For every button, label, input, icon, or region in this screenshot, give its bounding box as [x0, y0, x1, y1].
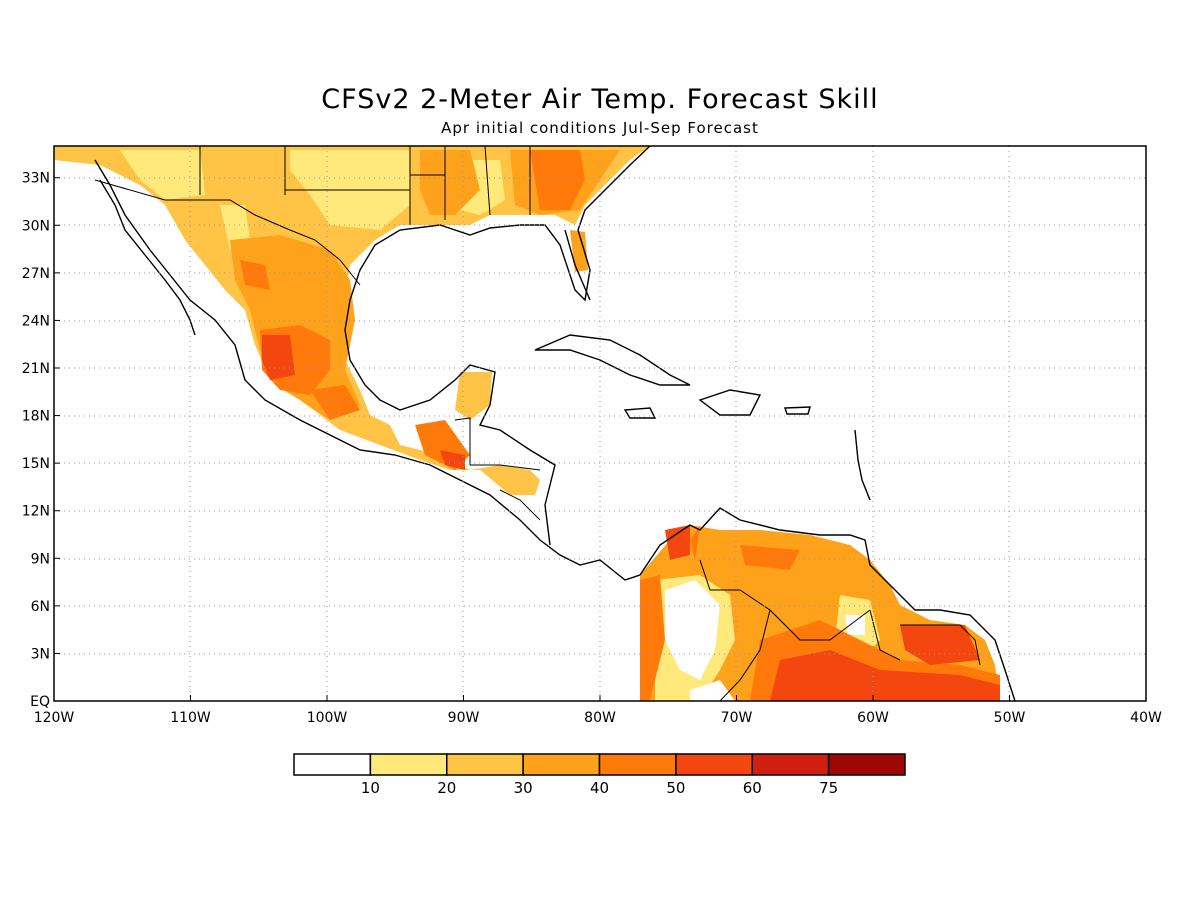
colorbar-swatch — [675, 753, 753, 776]
colorbar-label: 30 — [514, 779, 533, 797]
border-south-america — [699, 559, 981, 701]
y-tick-label: 3N — [31, 646, 50, 662]
colorbar-swatch — [751, 753, 830, 776]
y-tick-label: 15N — [22, 456, 50, 472]
coastline-puerto-rico — [784, 406, 811, 415]
colorbar-swatch — [598, 753, 677, 776]
map-subtitle: Apr initial conditions Jul-Sep Forecast — [441, 119, 759, 137]
coastlines — [94, 146, 1016, 701]
coastline-florida-keys — [564, 229, 591, 301]
y-tick-label: 18N — [22, 409, 50, 425]
skill-region-florida — [570, 230, 588, 272]
gridlines — [54, 146, 1146, 701]
y-tick-label: 30N — [22, 218, 50, 234]
x-tick-label: 40W — [1130, 710, 1162, 726]
y-axis-labels: EQ 3N 6N 9N 12N 15N 18N 21N 24N 27N 30N 33N — [22, 171, 50, 710]
skill-region-us-light — [120, 150, 505, 250]
x-tick-label: 60W — [857, 710, 889, 726]
x-tick-label: 100W — [307, 710, 348, 726]
colorbar-label: 60 — [743, 779, 762, 797]
y-tick-label: 6N — [31, 599, 50, 615]
coastline-baja — [99, 179, 196, 336]
skill-region-south-america — [640, 525, 1000, 701]
colorbar-swatch — [827, 753, 906, 776]
x-tick-label: 120W — [34, 710, 75, 726]
x-axis-labels: 120W 110W 100W 90W 80W 70W 60W 50W 40W — [34, 710, 1162, 726]
coastline-gulf — [344, 146, 651, 546]
y-tick-label: 9N — [31, 551, 50, 567]
tick-marks — [53, 177, 1147, 702]
y-tick-label: 24N — [22, 313, 50, 329]
borders — [94, 146, 981, 701]
coastline-lesser-antilles — [854, 429, 871, 501]
skill-region-yucatan — [455, 372, 492, 420]
skill-region-mx-darkred — [262, 335, 465, 470]
coastline-hispaniola — [698, 389, 762, 416]
skill-region-sa-white — [665, 580, 865, 701]
y-tick-label: 27N — [22, 266, 50, 282]
colorbar-label: 50 — [666, 779, 685, 797]
colorbar-label: 20 — [437, 779, 456, 797]
colorbar-label: 40 — [590, 779, 609, 797]
coastline-mexico-pacific — [94, 159, 641, 581]
colorbar: 10 20 30 40 50 60 75 — [293, 753, 906, 797]
coastline-cuba — [534, 334, 691, 386]
x-tick-label: 50W — [994, 710, 1026, 726]
x-tick-label: 90W — [448, 710, 480, 726]
skill-region-sa-darkred — [665, 525, 1000, 701]
x-tick-label: 80W — [584, 710, 616, 726]
y-tick-label: 33N — [22, 171, 50, 187]
coastline-jamaica — [623, 407, 657, 419]
map-title: CFSv2 2-Meter Air Temp. Forecast Skill — [321, 84, 879, 115]
colorbar-label: 10 — [361, 779, 380, 797]
colorbar-swatch — [522, 753, 601, 776]
skill-region-us-mexico — [54, 146, 650, 495]
x-tick-label: 110W — [170, 710, 211, 726]
skill-region-mx-red — [240, 150, 585, 470]
x-tick-label: 70W — [721, 710, 753, 726]
border-us-states — [199, 146, 531, 225]
colorbar-swatch — [446, 753, 524, 776]
y-tick-label: 21N — [22, 361, 50, 377]
y-tick-label: 12N — [22, 504, 50, 520]
colorbar-swatch — [293, 753, 372, 776]
border-central-america — [454, 417, 541, 521]
coastline-south-america — [639, 507, 1016, 701]
y-tick-label: EQ — [30, 694, 50, 710]
colorbar-label: 75 — [819, 779, 838, 797]
colorbar-swatch — [369, 753, 448, 776]
border-us-mexico — [94, 179, 361, 286]
skill-shading — [54, 146, 1000, 701]
